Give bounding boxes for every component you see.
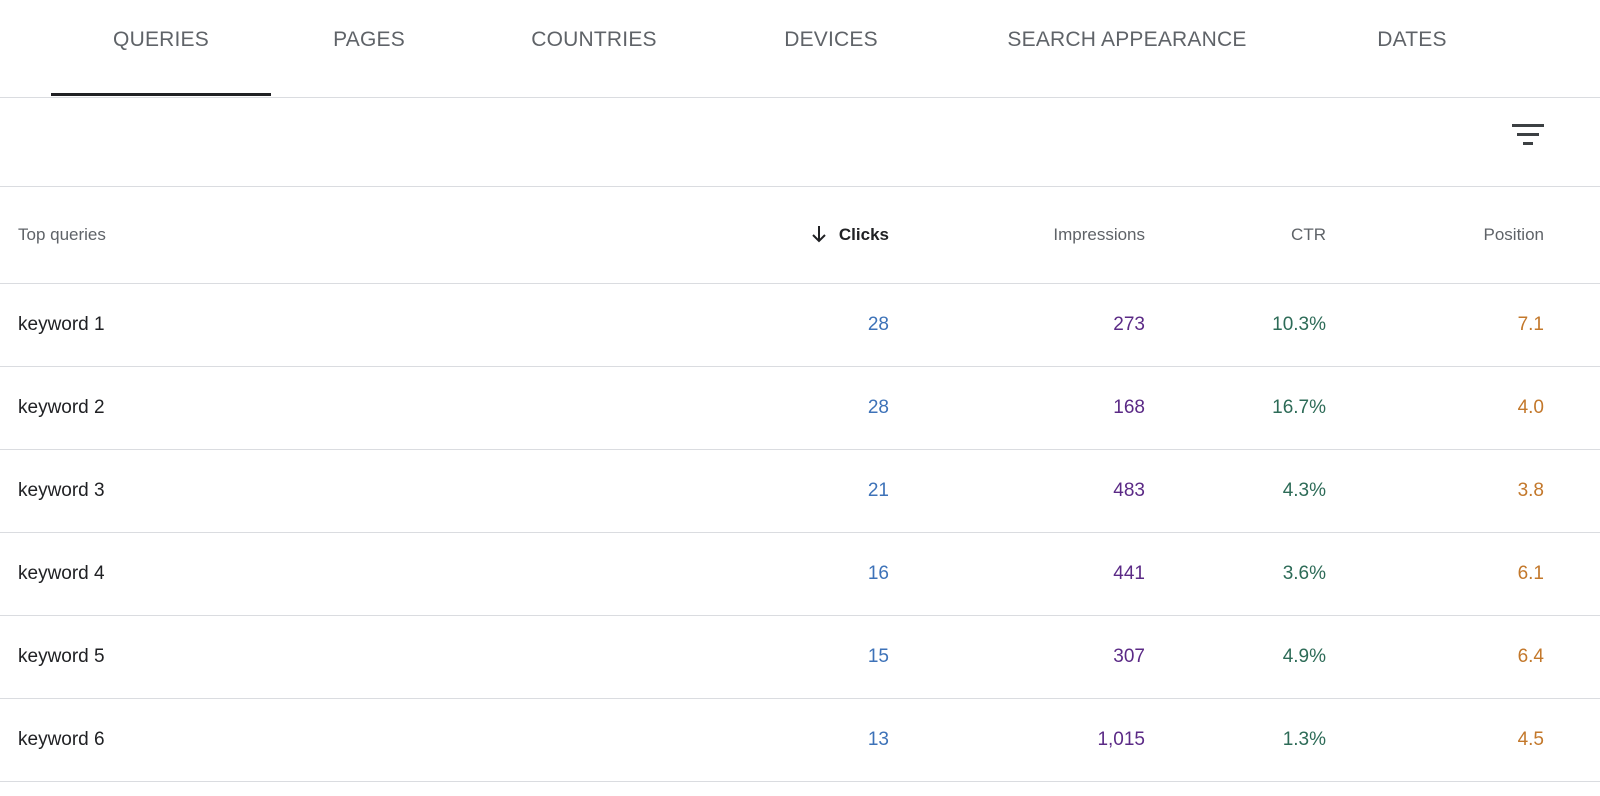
position-cell: 7.1 xyxy=(1517,314,1544,335)
header-clicks-label: Clicks xyxy=(838,225,889,244)
tab-devices[interactable]: DEVICES xyxy=(784,28,878,51)
position-cell: 4.5 xyxy=(1517,729,1544,750)
tab-bar: QUERIES PAGES COUNTRIES DEVICES SEARCH A… xyxy=(0,0,1600,98)
header-impressions[interactable]: Impressions xyxy=(1053,225,1145,244)
position-cell: 6.4 xyxy=(1517,646,1544,667)
table-row[interactable]: keyword 6 13 1,015 1.3% 4.5 xyxy=(0,699,1600,782)
tab-dates[interactable]: DATES xyxy=(1377,28,1447,51)
table-row[interactable]: keyword 4 16 441 3.6% 6.1 xyxy=(0,533,1600,616)
header-position[interactable]: Position xyxy=(1483,225,1544,244)
impressions-cell: 168 xyxy=(1113,397,1145,418)
clicks-cell: 15 xyxy=(867,646,889,667)
header-ctr[interactable]: CTR xyxy=(1291,225,1326,244)
ctr-cell: 1.3% xyxy=(1282,729,1326,750)
ctr-cell: 3.6% xyxy=(1282,563,1326,584)
table-row[interactable]: keyword 2 28 168 16.7% 4.0 xyxy=(0,367,1600,450)
active-tab-indicator xyxy=(51,93,271,96)
ctr-cell: 4.3% xyxy=(1282,480,1326,501)
clicks-cell: 16 xyxy=(867,563,889,584)
clicks-cell: 28 xyxy=(867,314,889,335)
clicks-cell: 28 xyxy=(867,397,889,418)
query-cell: keyword 5 xyxy=(18,646,105,667)
query-cell: keyword 3 xyxy=(18,480,105,501)
header-top-queries[interactable]: Top queries xyxy=(18,225,106,244)
impressions-cell: 441 xyxy=(1113,563,1145,584)
tab-pages[interactable]: PAGES xyxy=(333,28,405,51)
ctr-cell: 10.3% xyxy=(1272,314,1326,335)
table-row[interactable]: keyword 1 28 273 10.3% 7.1 xyxy=(0,284,1600,367)
ctr-cell: 4.9% xyxy=(1282,646,1326,667)
impressions-cell: 1,015 xyxy=(1097,729,1145,750)
clicks-cell: 21 xyxy=(867,480,889,501)
tab-search-appearance[interactable]: SEARCH APPEARANCE xyxy=(1007,28,1247,51)
filter-list-icon[interactable] xyxy=(1510,124,1546,150)
table-header: Top queries Clicks Impressions CTR Posit… xyxy=(0,187,1600,284)
tab-queries[interactable]: QUERIES xyxy=(113,28,209,51)
position-cell: 3.8 xyxy=(1517,480,1544,501)
impressions-cell: 273 xyxy=(1113,314,1145,335)
table-row[interactable]: keyword 3 21 483 4.3% 3.8 xyxy=(0,450,1600,533)
table-row[interactable]: keyword 5 15 307 4.9% 6.4 xyxy=(0,616,1600,699)
impressions-cell: 307 xyxy=(1113,646,1145,667)
position-cell: 6.1 xyxy=(1517,563,1544,584)
clicks-cell: 13 xyxy=(867,729,889,750)
tab-countries[interactable]: COUNTRIES xyxy=(531,28,657,51)
query-cell: keyword 1 xyxy=(18,314,105,335)
ctr-cell: 16.7% xyxy=(1272,397,1326,418)
query-cell: keyword 4 xyxy=(18,563,105,584)
query-cell: keyword 2 xyxy=(18,397,105,418)
filter-bar xyxy=(0,98,1600,187)
query-cell: keyword 6 xyxy=(18,729,105,750)
arrow-down-icon xyxy=(812,226,826,243)
impressions-cell: 483 xyxy=(1113,480,1145,501)
position-cell: 4.0 xyxy=(1517,397,1544,418)
header-clicks[interactable]: Clicks xyxy=(811,225,889,245)
